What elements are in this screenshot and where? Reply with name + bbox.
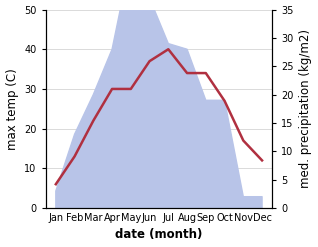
- Y-axis label: med. precipitation (kg/m2): med. precipitation (kg/m2): [300, 29, 313, 188]
- Y-axis label: max temp (C): max temp (C): [5, 68, 18, 150]
- X-axis label: date (month): date (month): [115, 228, 203, 242]
